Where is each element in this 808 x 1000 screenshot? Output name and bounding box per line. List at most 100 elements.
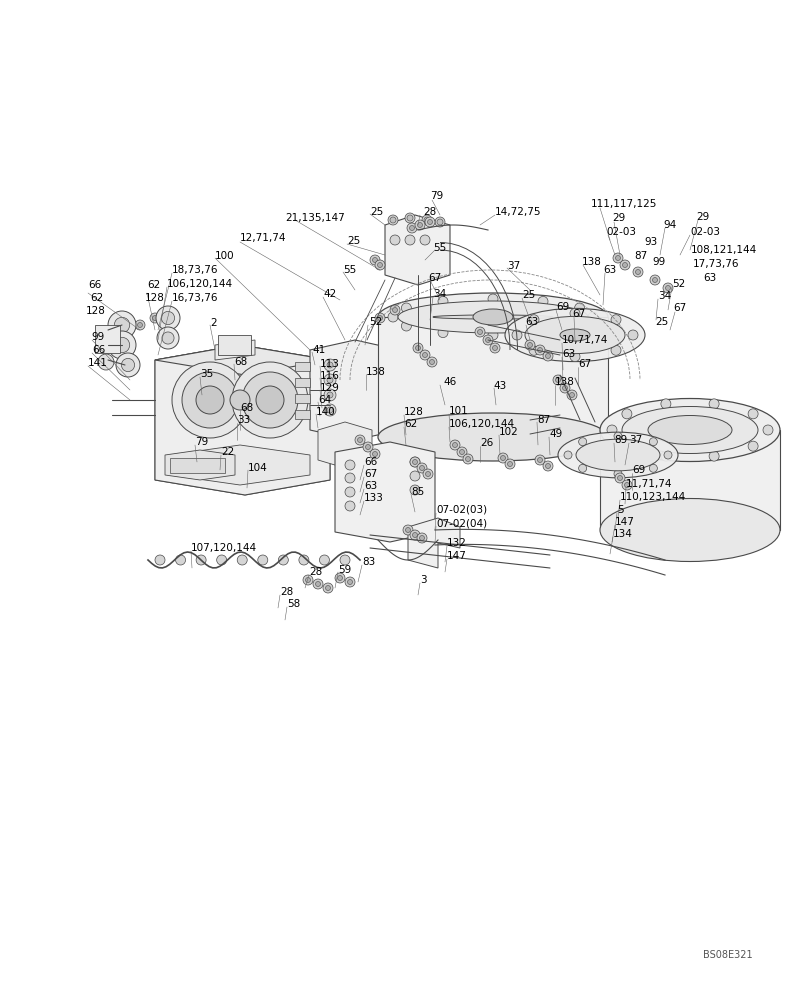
Circle shape: [420, 235, 430, 245]
Text: 2: 2: [210, 318, 217, 328]
Text: 79: 79: [430, 191, 444, 201]
Circle shape: [628, 330, 638, 340]
Text: 66: 66: [364, 457, 377, 467]
Circle shape: [116, 353, 140, 377]
Polygon shape: [170, 445, 310, 485]
Circle shape: [748, 441, 758, 451]
Circle shape: [327, 407, 333, 413]
Circle shape: [579, 438, 587, 446]
Circle shape: [435, 217, 445, 227]
Circle shape: [588, 312, 598, 322]
Circle shape: [324, 374, 336, 386]
Bar: [218, 335, 251, 355]
Text: 28: 28: [280, 587, 293, 597]
Text: 22: 22: [221, 447, 234, 457]
Text: BS08E321: BS08E321: [703, 950, 752, 960]
Text: 87: 87: [537, 415, 550, 425]
Circle shape: [340, 555, 350, 565]
Circle shape: [417, 463, 427, 473]
Text: 17,73,76: 17,73,76: [693, 259, 739, 269]
Circle shape: [574, 321, 585, 331]
Circle shape: [196, 555, 206, 565]
Text: 106,120,144: 106,120,144: [449, 419, 516, 429]
Text: 58: 58: [287, 599, 301, 609]
Polygon shape: [310, 340, 400, 440]
Circle shape: [323, 583, 333, 593]
Bar: [600, 430, 780, 530]
Text: 108,121,144: 108,121,144: [691, 245, 757, 255]
Circle shape: [538, 328, 548, 338]
Circle shape: [363, 442, 373, 452]
Circle shape: [313, 579, 323, 589]
Circle shape: [319, 555, 330, 565]
Circle shape: [345, 501, 355, 511]
Circle shape: [617, 476, 622, 481]
Text: 83: 83: [362, 557, 375, 567]
Circle shape: [560, 383, 570, 393]
Text: 141: 141: [88, 358, 108, 368]
Text: 67: 67: [572, 309, 585, 319]
Circle shape: [512, 330, 522, 340]
Circle shape: [327, 377, 333, 383]
Text: 29: 29: [696, 212, 709, 222]
Text: 99: 99: [652, 257, 665, 267]
Bar: [295, 394, 310, 403]
Circle shape: [410, 485, 420, 495]
Circle shape: [424, 217, 430, 223]
Circle shape: [475, 327, 485, 337]
Text: 128: 128: [145, 293, 165, 303]
Circle shape: [415, 346, 420, 351]
Text: 12,71,74: 12,71,74: [240, 233, 287, 243]
Circle shape: [529, 345, 539, 355]
Text: 64: 64: [318, 395, 331, 405]
Circle shape: [614, 470, 622, 478]
Circle shape: [390, 217, 396, 223]
Text: 63: 63: [525, 317, 538, 327]
Circle shape: [162, 332, 174, 344]
Circle shape: [137, 322, 142, 328]
Text: 25: 25: [522, 290, 535, 300]
Circle shape: [324, 389, 336, 401]
Text: 3: 3: [420, 575, 427, 585]
Ellipse shape: [558, 432, 678, 478]
Circle shape: [230, 390, 250, 410]
Text: 07-02(04): 07-02(04): [436, 518, 487, 528]
Text: 34: 34: [658, 291, 671, 301]
Circle shape: [574, 303, 585, 313]
Circle shape: [493, 346, 498, 351]
Ellipse shape: [505, 308, 645, 362]
Circle shape: [324, 359, 336, 371]
Circle shape: [622, 409, 632, 419]
Circle shape: [377, 316, 382, 320]
Text: 67: 67: [578, 359, 591, 369]
Circle shape: [579, 464, 587, 472]
Circle shape: [157, 327, 179, 349]
Text: 25: 25: [347, 236, 360, 246]
Circle shape: [528, 342, 532, 348]
Ellipse shape: [473, 309, 513, 325]
Text: 25: 25: [370, 207, 383, 217]
Circle shape: [156, 306, 180, 330]
Circle shape: [150, 313, 160, 323]
Ellipse shape: [600, 398, 780, 462]
Text: 85: 85: [411, 487, 424, 497]
Text: 28: 28: [423, 207, 436, 217]
Circle shape: [614, 432, 622, 440]
Polygon shape: [155, 345, 330, 375]
Bar: [95, 325, 120, 353]
Text: 62: 62: [147, 280, 160, 290]
Polygon shape: [408, 518, 460, 568]
Circle shape: [500, 456, 506, 460]
Circle shape: [425, 217, 435, 227]
Circle shape: [326, 585, 330, 590]
Circle shape: [375, 313, 385, 323]
Circle shape: [426, 472, 431, 477]
Ellipse shape: [525, 316, 625, 354]
Circle shape: [162, 312, 167, 318]
Text: 107,120,144: 107,120,144: [191, 543, 257, 553]
Circle shape: [413, 343, 423, 353]
Circle shape: [347, 580, 352, 584]
Circle shape: [370, 449, 380, 459]
Circle shape: [114, 317, 130, 333]
Text: 37: 37: [629, 435, 642, 445]
